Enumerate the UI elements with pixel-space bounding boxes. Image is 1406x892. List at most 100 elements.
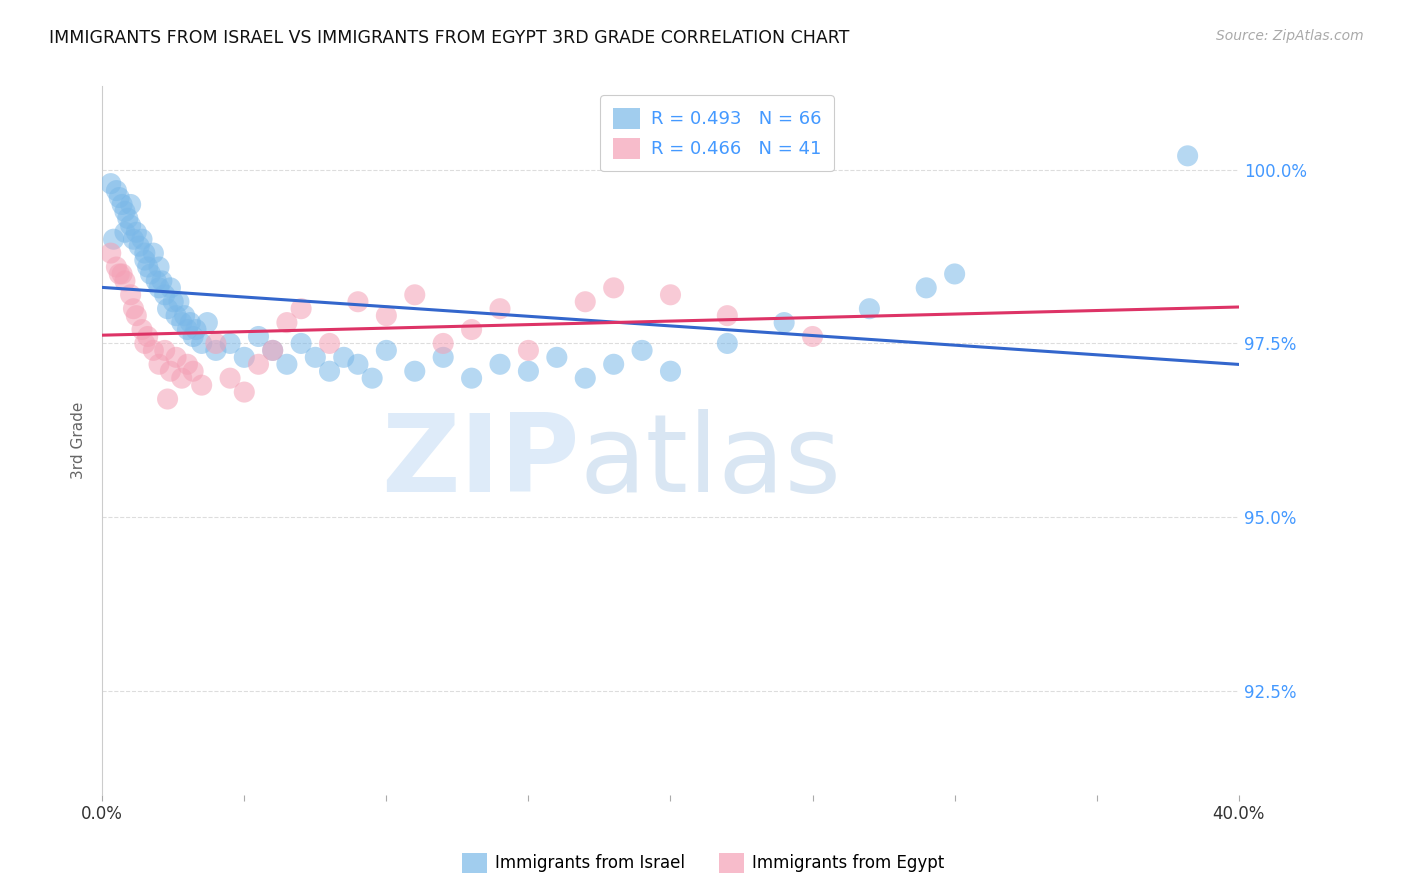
Point	[142, 343, 165, 358]
Point	[181, 329, 204, 343]
Point	[134, 246, 156, 260]
Point	[134, 336, 156, 351]
Point	[134, 253, 156, 268]
Point	[148, 281, 170, 295]
Legend: R = 0.493   N = 66, R = 0.466   N = 41: R = 0.493 N = 66, R = 0.466 N = 41	[600, 95, 834, 171]
Point	[122, 301, 145, 316]
Point	[602, 281, 624, 295]
Point	[111, 197, 134, 211]
Point	[156, 392, 179, 406]
Point	[276, 357, 298, 371]
Point	[156, 301, 179, 316]
Point	[489, 301, 512, 316]
Point	[943, 267, 966, 281]
Point	[173, 309, 195, 323]
Point	[153, 287, 176, 301]
Point	[262, 343, 284, 358]
Point	[347, 357, 370, 371]
Point	[574, 371, 596, 385]
Point	[205, 343, 228, 358]
Point	[117, 211, 139, 226]
Point	[131, 232, 153, 246]
Point	[145, 274, 167, 288]
Point	[318, 336, 340, 351]
Point	[659, 364, 682, 378]
Point	[233, 385, 256, 400]
Point	[375, 309, 398, 323]
Point	[153, 343, 176, 358]
Point	[170, 371, 193, 385]
Point	[176, 357, 198, 371]
Point	[179, 316, 201, 330]
Point	[105, 260, 128, 274]
Point	[139, 267, 162, 281]
Point	[184, 322, 207, 336]
Legend: Immigrants from Israel, Immigrants from Egypt: Immigrants from Israel, Immigrants from …	[456, 847, 950, 880]
Point	[460, 322, 482, 336]
Point	[347, 294, 370, 309]
Text: atlas: atlas	[579, 409, 842, 515]
Point	[716, 309, 738, 323]
Point	[247, 329, 270, 343]
Point	[142, 246, 165, 260]
Text: ZIP: ZIP	[381, 409, 579, 515]
Point	[304, 351, 326, 365]
Point	[195, 316, 218, 330]
Point	[432, 336, 454, 351]
Point	[404, 364, 426, 378]
Point	[404, 287, 426, 301]
Point	[219, 371, 242, 385]
Point	[114, 225, 136, 239]
Point	[190, 336, 212, 351]
Text: Source: ZipAtlas.com: Source: ZipAtlas.com	[1216, 29, 1364, 44]
Point	[631, 343, 654, 358]
Point	[659, 287, 682, 301]
Point	[361, 371, 384, 385]
Point	[120, 219, 142, 233]
Point	[318, 364, 340, 378]
Point	[190, 378, 212, 392]
Point	[108, 190, 131, 204]
Point	[120, 197, 142, 211]
Point	[105, 184, 128, 198]
Point	[159, 364, 181, 378]
Point	[181, 364, 204, 378]
Point	[100, 177, 122, 191]
Point	[233, 351, 256, 365]
Point	[125, 225, 148, 239]
Point	[801, 329, 824, 343]
Point	[489, 357, 512, 371]
Point	[150, 274, 173, 288]
Point	[205, 336, 228, 351]
Point	[103, 232, 125, 246]
Point	[247, 357, 270, 371]
Point	[100, 246, 122, 260]
Point	[111, 267, 134, 281]
Point	[122, 232, 145, 246]
Point	[167, 294, 190, 309]
Point	[332, 351, 354, 365]
Point	[517, 364, 540, 378]
Text: IMMIGRANTS FROM ISRAEL VS IMMIGRANTS FROM EGYPT 3RD GRADE CORRELATION CHART: IMMIGRANTS FROM ISRAEL VS IMMIGRANTS FRO…	[49, 29, 849, 47]
Point	[162, 294, 184, 309]
Point	[546, 351, 568, 365]
Point	[290, 336, 312, 351]
Point	[131, 322, 153, 336]
Point	[716, 336, 738, 351]
Point	[170, 316, 193, 330]
Point	[262, 343, 284, 358]
Point	[375, 343, 398, 358]
Point	[460, 371, 482, 385]
Point	[517, 343, 540, 358]
Point	[148, 260, 170, 274]
Point	[432, 351, 454, 365]
Point	[148, 357, 170, 371]
Point	[165, 309, 187, 323]
Point	[125, 309, 148, 323]
Point	[159, 281, 181, 295]
Point	[574, 294, 596, 309]
Point	[128, 239, 150, 253]
Point	[858, 301, 880, 316]
Point	[136, 260, 159, 274]
Point	[276, 316, 298, 330]
